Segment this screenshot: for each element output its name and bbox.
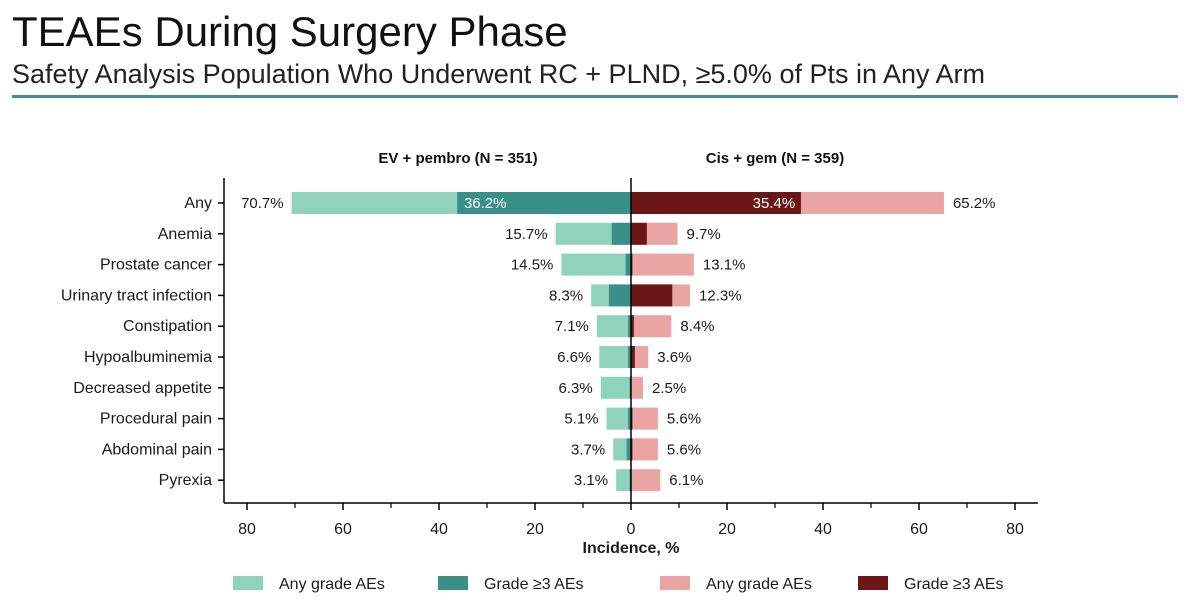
x-tick-label: 60 bbox=[910, 521, 928, 538]
value-label-right: 9.7% bbox=[687, 226, 721, 243]
value-label-right: 12.3% bbox=[699, 287, 742, 304]
page-title: TEAEs During Surgery Phase bbox=[12, 8, 568, 55]
bar-right-any-grade bbox=[631, 346, 649, 368]
value-label-left: 8.3% bbox=[549, 287, 583, 304]
bar-right-any-grade bbox=[631, 407, 658, 430]
bar-right-any-grade bbox=[631, 315, 672, 338]
bar-right-grade3 bbox=[631, 284, 673, 307]
value-label-right: 8.4% bbox=[680, 318, 714, 335]
category-label: Abdominal pain bbox=[102, 441, 212, 458]
value-label-right: 2.5% bbox=[652, 380, 686, 397]
value-label-right: 5.6% bbox=[667, 411, 701, 428]
category-label: Procedural pain bbox=[100, 411, 212, 428]
arm-header-left: EV + pembro (N = 351) bbox=[378, 150, 537, 167]
value-label-left: 15.7% bbox=[505, 226, 548, 243]
value-label-left: 70.7% bbox=[241, 195, 284, 212]
bar-left-grade3 bbox=[611, 222, 631, 245]
value-label-right: 3.6% bbox=[657, 349, 691, 366]
arm-header-right: Cis + gem (N = 359) bbox=[706, 150, 844, 167]
category-label: Urinary tract infection bbox=[61, 287, 212, 304]
x-tick-label: 80 bbox=[238, 521, 256, 538]
bar-right-any-grade bbox=[631, 253, 694, 276]
bar-left-grade3 bbox=[628, 315, 631, 338]
value-label-right: 65.2% bbox=[953, 195, 996, 212]
x-axis-title: Incidence, % bbox=[583, 540, 680, 557]
legend-swatch bbox=[858, 576, 888, 590]
legend-label: Grade ≥3 AEs bbox=[904, 576, 1004, 593]
bar-left-any-grade bbox=[596, 315, 631, 338]
x-tick-label: 40 bbox=[430, 521, 448, 538]
value-label-right: 13.1% bbox=[703, 257, 746, 274]
bar-left-any-grade bbox=[616, 469, 631, 492]
bar-right-any-grade bbox=[631, 469, 661, 492]
x-tick-label: 60 bbox=[334, 521, 352, 538]
bar-left-grade3 bbox=[628, 407, 631, 430]
category-label: Anemia bbox=[158, 226, 212, 243]
bar-left-grade3 bbox=[608, 284, 631, 307]
title-divider bbox=[12, 95, 1178, 98]
legend-label: Grade ≥3 AEs bbox=[484, 576, 584, 593]
category-label: Any bbox=[184, 195, 212, 212]
inner-label-left: 36.2% bbox=[464, 195, 507, 212]
bar-right-any-grade bbox=[631, 376, 643, 399]
category-label: Hypoalbuminemia bbox=[84, 349, 212, 366]
legend-swatch bbox=[660, 576, 690, 590]
category-label: Decreased appetite bbox=[73, 380, 212, 397]
legend-swatch bbox=[233, 576, 263, 590]
inner-label-right: 35.4% bbox=[753, 195, 796, 212]
x-tick-label: 40 bbox=[814, 521, 832, 538]
bar-right-grade3 bbox=[631, 222, 647, 245]
bar-left-grade3 bbox=[457, 192, 631, 214]
value-label-left: 14.5% bbox=[511, 257, 554, 274]
bar-left-any-grade bbox=[606, 407, 631, 430]
legend-swatch bbox=[438, 576, 468, 590]
value-label-right: 5.6% bbox=[667, 441, 701, 458]
bar-left-any-grade bbox=[599, 346, 631, 368]
value-label-left: 6.6% bbox=[557, 349, 591, 366]
category-label: Prostate cancer bbox=[100, 257, 213, 274]
x-tick-label: 0 bbox=[627, 521, 636, 538]
legend-label: Any grade AEs bbox=[706, 576, 812, 593]
value-label-left: 5.1% bbox=[564, 411, 598, 428]
bar-left-any-grade bbox=[613, 438, 631, 461]
bar-left-any-grade bbox=[600, 376, 631, 399]
bar-left-grade3 bbox=[626, 438, 631, 461]
bar-right-any-grade bbox=[631, 438, 658, 461]
x-tick-label: 80 bbox=[1006, 521, 1024, 538]
bar-left-grade3 bbox=[625, 253, 631, 276]
bar-right-grade3 bbox=[631, 346, 635, 368]
x-tick-label: 20 bbox=[718, 521, 736, 538]
value-label-left: 7.1% bbox=[555, 318, 589, 335]
x-tick-label: 20 bbox=[526, 521, 544, 538]
bar-left-any-grade bbox=[561, 253, 631, 276]
bar-right-grade3 bbox=[631, 315, 634, 338]
value-label-left: 3.7% bbox=[571, 441, 605, 458]
value-label-left: 3.1% bbox=[574, 472, 608, 489]
category-label: Constipation bbox=[123, 318, 212, 335]
value-label-right: 6.1% bbox=[669, 472, 703, 489]
legend-label: Any grade AEs bbox=[279, 576, 385, 593]
category-label: Pyrexia bbox=[159, 472, 212, 489]
value-label-left: 6.3% bbox=[559, 380, 593, 397]
bar-left-grade3 bbox=[628, 346, 631, 368]
page-subtitle: Safety Analysis Population Who Underwent… bbox=[12, 59, 986, 89]
bar-right-grade3 bbox=[631, 192, 801, 214]
